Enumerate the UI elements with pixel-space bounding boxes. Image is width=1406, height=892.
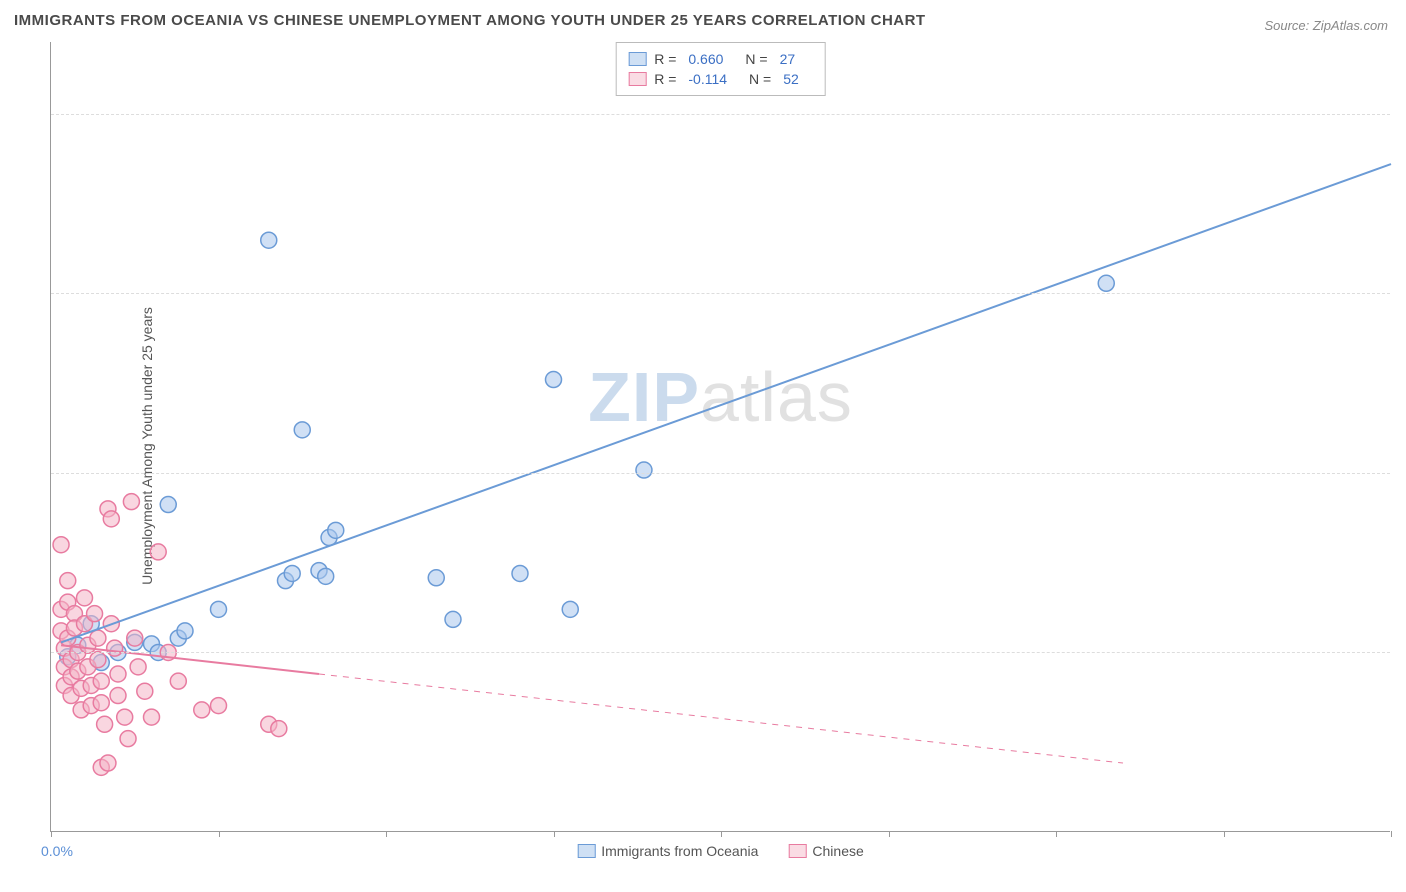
scatter-point bbox=[103, 511, 119, 527]
scatter-point bbox=[177, 623, 193, 639]
scatter-point bbox=[127, 630, 143, 646]
scatter-point bbox=[144, 709, 160, 725]
legend-item: Immigrants from Oceania bbox=[577, 843, 758, 859]
plot-area: ZIPatlas R =0.660N =27R =-0.114N =52 0.0… bbox=[50, 42, 1390, 832]
scatter-point bbox=[117, 709, 133, 725]
legend-swatch bbox=[577, 844, 595, 858]
legend-item: Chinese bbox=[788, 843, 863, 859]
scatter-point bbox=[100, 755, 116, 771]
scatter-point bbox=[284, 565, 300, 581]
n-label: N = bbox=[745, 51, 767, 67]
scatter-point bbox=[294, 422, 310, 438]
legend-swatch bbox=[628, 52, 646, 66]
chart-title: IMMIGRANTS FROM OCEANIA VS CHINESE UNEMP… bbox=[14, 12, 926, 29]
x-tick bbox=[1224, 831, 1225, 837]
scatter-point bbox=[53, 537, 69, 553]
gridline bbox=[51, 293, 1390, 294]
scatter-point bbox=[562, 601, 578, 617]
legend-swatch bbox=[628, 72, 646, 86]
x-tick bbox=[51, 831, 52, 837]
scatter-point bbox=[90, 652, 106, 668]
scatter-point bbox=[137, 683, 153, 699]
scatter-point bbox=[110, 666, 126, 682]
x-tick bbox=[1056, 831, 1057, 837]
legend-label: Chinese bbox=[812, 843, 863, 859]
n-value: 27 bbox=[780, 51, 796, 67]
scatter-point bbox=[90, 630, 106, 646]
x-tick bbox=[721, 831, 722, 837]
scatter-point bbox=[130, 659, 146, 675]
scatter-point bbox=[110, 688, 126, 704]
scatter-point bbox=[87, 606, 103, 622]
chart-container: IMMIGRANTS FROM OCEANIA VS CHINESE UNEMP… bbox=[0, 0, 1406, 892]
x-tick bbox=[219, 831, 220, 837]
scatter-point bbox=[97, 716, 113, 732]
legend-row: R = 0.660 N = 27 bbox=[628, 49, 813, 69]
scatter-point bbox=[160, 497, 176, 513]
n-value: 52 bbox=[783, 71, 799, 87]
n-label: N = bbox=[749, 71, 771, 87]
r-label: R = bbox=[654, 51, 676, 67]
x-tick bbox=[889, 831, 890, 837]
legend-series: Immigrants from Oceania Chinese bbox=[577, 843, 864, 859]
trend-line-dash bbox=[319, 674, 1123, 763]
scatter-point bbox=[211, 601, 227, 617]
scatter-point bbox=[194, 702, 210, 718]
scatter-point bbox=[318, 568, 334, 584]
scatter-point bbox=[271, 721, 287, 737]
scatter-point bbox=[120, 731, 136, 747]
gridline bbox=[51, 652, 1390, 653]
r-label: R = bbox=[654, 71, 676, 87]
source-label: Source: ZipAtlas.com bbox=[1264, 18, 1388, 33]
gridline bbox=[51, 114, 1390, 115]
gridline bbox=[51, 473, 1390, 474]
scatter-point bbox=[1098, 275, 1114, 291]
x-axis-min-label: 0.0% bbox=[41, 843, 73, 859]
scatter-point bbox=[123, 494, 139, 510]
scatter-point bbox=[328, 522, 344, 538]
r-value: -0.114 bbox=[688, 71, 727, 87]
scatter-point bbox=[77, 590, 93, 606]
legend-label: Immigrants from Oceania bbox=[601, 843, 758, 859]
scatter-point bbox=[546, 372, 562, 388]
scatter-point bbox=[261, 232, 277, 248]
scatter-point bbox=[60, 573, 76, 589]
r-value: 0.660 bbox=[688, 51, 723, 67]
x-tick bbox=[1391, 831, 1392, 837]
legend-swatch bbox=[788, 844, 806, 858]
legend-row: R = -0.114 N = 52 bbox=[628, 69, 813, 89]
scatter-point bbox=[93, 673, 109, 689]
chart-svg bbox=[51, 42, 1390, 831]
scatter-point bbox=[512, 565, 528, 581]
scatter-point bbox=[428, 570, 444, 586]
scatter-point bbox=[150, 544, 166, 560]
x-tick bbox=[554, 831, 555, 837]
scatter-point bbox=[211, 698, 227, 714]
scatter-point bbox=[93, 695, 109, 711]
scatter-point bbox=[636, 462, 652, 478]
scatter-point bbox=[170, 673, 186, 689]
scatter-point bbox=[445, 611, 461, 627]
x-tick bbox=[386, 831, 387, 837]
scatter-point bbox=[107, 640, 123, 656]
trend-line bbox=[61, 164, 1391, 642]
legend-correlation: R = 0.660 N = 27 R = -0.114 N = 52 bbox=[615, 42, 826, 96]
